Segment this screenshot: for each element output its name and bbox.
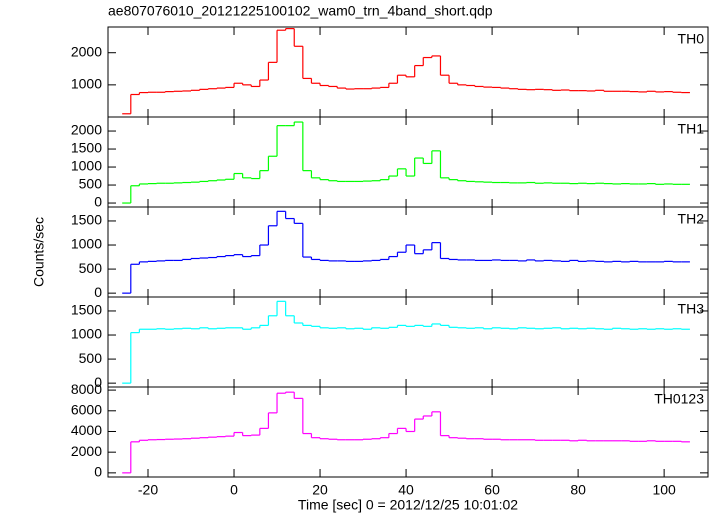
y-tick-label: 1500 bbox=[71, 212, 102, 228]
y-tick-label: 500 bbox=[79, 176, 103, 192]
y-tick-label: 500 bbox=[79, 260, 103, 276]
x-axis-label: Time [sec] 0 = 2012/12/25 10:01:02 bbox=[298, 497, 518, 513]
y-tick-label: 1500 bbox=[71, 140, 102, 156]
x-tick-label: -20 bbox=[138, 482, 158, 498]
y-tick-label: 0 bbox=[94, 284, 102, 300]
y-tick-label: 8000 bbox=[71, 381, 102, 397]
y-tick-label: 0 bbox=[94, 194, 102, 210]
y-tick-label: 6000 bbox=[71, 401, 102, 417]
panel-frame bbox=[107, 116, 709, 208]
y-tick-label: 1000 bbox=[71, 158, 102, 174]
step-riser bbox=[130, 122, 674, 204]
y-tick-label: 2000 bbox=[71, 443, 102, 459]
x-tick-label: 0 bbox=[230, 482, 238, 498]
series-label: TH3 bbox=[678, 301, 705, 317]
series-label: TH0 bbox=[678, 31, 705, 47]
step-riser bbox=[130, 211, 674, 294]
y-tick-label: 1000 bbox=[71, 236, 102, 252]
step-riser bbox=[130, 392, 682, 473]
x-tick-label: 80 bbox=[570, 482, 586, 498]
step-riser bbox=[130, 28, 682, 114]
series-label: TH2 bbox=[678, 211, 705, 227]
step-riser bbox=[130, 301, 682, 384]
y-tick-label: 1500 bbox=[71, 302, 102, 318]
panel-frame bbox=[107, 386, 709, 478]
panel-frame bbox=[107, 206, 709, 298]
series-label: TH1 bbox=[678, 121, 705, 137]
y-tick-label: 500 bbox=[79, 350, 103, 366]
panel-frame bbox=[107, 296, 709, 388]
series-label: TH0123 bbox=[654, 391, 704, 407]
y-axis-label: Counts/sec bbox=[31, 217, 47, 287]
y-tick-label: 2000 bbox=[71, 122, 102, 138]
x-tick-label: 60 bbox=[484, 482, 500, 498]
chart-title: ae807076010_20121225100102_wam0_trn_4ban… bbox=[108, 3, 493, 19]
panel-frame bbox=[107, 26, 709, 118]
y-tick-label: 1000 bbox=[71, 76, 102, 92]
y-tick-label: 0 bbox=[94, 464, 102, 480]
y-tick-label: 2000 bbox=[71, 43, 102, 59]
x-tick-label: 40 bbox=[398, 482, 414, 498]
x-tick-label: 20 bbox=[312, 482, 328, 498]
y-tick-label: 1000 bbox=[71, 326, 102, 342]
x-tick-label: 100 bbox=[652, 482, 676, 498]
y-tick-label: 0 bbox=[94, 374, 102, 390]
y-tick-label: 4000 bbox=[71, 422, 102, 438]
